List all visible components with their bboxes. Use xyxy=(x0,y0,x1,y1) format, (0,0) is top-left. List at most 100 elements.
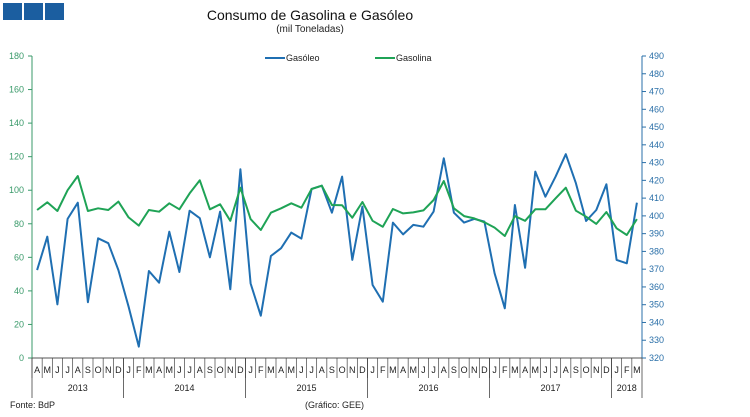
month-label: F xyxy=(258,365,264,375)
left-tick-label: 160 xyxy=(9,85,24,95)
right-tick-label: 360 xyxy=(649,282,664,292)
month-label: M xyxy=(511,365,519,375)
month-label: S xyxy=(451,365,457,375)
month-label: J xyxy=(309,365,314,375)
month-label: F xyxy=(380,365,386,375)
month-label: N xyxy=(471,365,478,375)
credit-note: (Gráfico: GEE) xyxy=(305,400,365,410)
month-label: J xyxy=(299,365,304,375)
month-label: A xyxy=(400,365,406,375)
year-label: 2015 xyxy=(296,383,316,393)
left-tick-label: 140 xyxy=(9,118,24,128)
month-label: J xyxy=(553,365,558,375)
right-tick-label: 350 xyxy=(649,300,664,310)
year-label: 2014 xyxy=(174,383,194,393)
month-label: M xyxy=(633,365,641,375)
month-label: O xyxy=(95,365,102,375)
month-label: A xyxy=(319,365,325,375)
month-label: O xyxy=(339,365,346,375)
month-label: J xyxy=(543,365,548,375)
right-tick-label: 400 xyxy=(649,211,664,221)
month-label: A xyxy=(278,365,284,375)
right-tick-label: 430 xyxy=(649,158,664,168)
left-tick-label: 40 xyxy=(14,286,24,296)
right-tick-label: 410 xyxy=(649,193,664,203)
month-label: J xyxy=(126,365,131,375)
month-label: D xyxy=(359,365,366,375)
chart-title: Consumo de Gasolina e Gasóleo xyxy=(206,7,414,23)
month-label: J xyxy=(187,365,192,375)
month-label: J xyxy=(65,365,70,375)
right-tick-label: 380 xyxy=(649,246,664,256)
month-label: O xyxy=(461,365,468,375)
month-label: J xyxy=(431,365,436,375)
left-tick-label: 180 xyxy=(9,51,24,61)
left-tick-label: 20 xyxy=(14,319,24,329)
month-label: J xyxy=(370,365,375,375)
month-label: N xyxy=(593,365,600,375)
month-label: J xyxy=(248,365,253,375)
left-tick-label: 80 xyxy=(14,219,24,229)
month-label: A xyxy=(197,365,203,375)
month-label: N xyxy=(349,365,356,375)
year-label: 2016 xyxy=(418,383,438,393)
right-tick-label: 390 xyxy=(649,229,664,239)
month-label: D xyxy=(237,365,244,375)
month-label: M xyxy=(166,365,174,375)
right-tick-label: 460 xyxy=(649,104,664,114)
month-label: A xyxy=(441,365,447,375)
month-label: S xyxy=(207,365,213,375)
month-label: O xyxy=(583,365,590,375)
month-label: M xyxy=(44,365,52,375)
month-label: N xyxy=(105,365,112,375)
month-label: M xyxy=(410,365,418,375)
month-label: M xyxy=(288,365,296,375)
series-line-gasolina xyxy=(36,175,638,237)
month-label: M xyxy=(145,365,153,375)
right-tick-label: 490 xyxy=(649,51,664,61)
month-label: F xyxy=(136,365,142,375)
right-tick-label: 330 xyxy=(649,335,664,345)
month-label: M xyxy=(532,365,540,375)
month-label: A xyxy=(34,365,40,375)
month-label: J xyxy=(421,365,426,375)
right-tick-label: 440 xyxy=(649,140,664,150)
left-tick-label: 60 xyxy=(14,252,24,262)
month-label: A xyxy=(75,365,81,375)
series-line-gasóleo xyxy=(36,153,638,348)
legend-label: Gasóleo xyxy=(286,53,320,63)
right-tick-label: 480 xyxy=(649,69,664,79)
month-label: O xyxy=(217,365,224,375)
right-tick-label: 370 xyxy=(649,264,664,274)
month-label: J xyxy=(177,365,182,375)
left-tick-label: 100 xyxy=(9,185,24,195)
month-label: J xyxy=(55,365,60,375)
month-label: F xyxy=(502,365,508,375)
month-label: M xyxy=(267,365,275,375)
month-label: D xyxy=(115,365,122,375)
year-label: 2013 xyxy=(68,383,88,393)
year-label: 2018 xyxy=(617,383,637,393)
month-label: A xyxy=(522,365,528,375)
month-label: D xyxy=(481,365,488,375)
month-label: J xyxy=(614,365,619,375)
year-label: 2017 xyxy=(540,383,560,393)
right-tick-label: 450 xyxy=(649,122,664,132)
month-label: S xyxy=(329,365,335,375)
month-label: F xyxy=(624,365,630,375)
legend-label: Gasolina xyxy=(396,53,432,63)
right-tick-label: 470 xyxy=(649,87,664,97)
gee-logo xyxy=(3,3,64,20)
month-label: A xyxy=(563,365,569,375)
left-tick-label: 0 xyxy=(19,353,24,363)
right-tick-label: 420 xyxy=(649,175,664,185)
month-label: N xyxy=(227,365,234,375)
month-label: S xyxy=(573,365,579,375)
month-label: S xyxy=(85,365,91,375)
month-label: M xyxy=(389,365,397,375)
month-label: D xyxy=(603,365,610,375)
right-tick-label: 340 xyxy=(649,317,664,327)
source-note: Fonte: BdP xyxy=(10,400,56,410)
right-tick-label: 320 xyxy=(649,353,664,363)
